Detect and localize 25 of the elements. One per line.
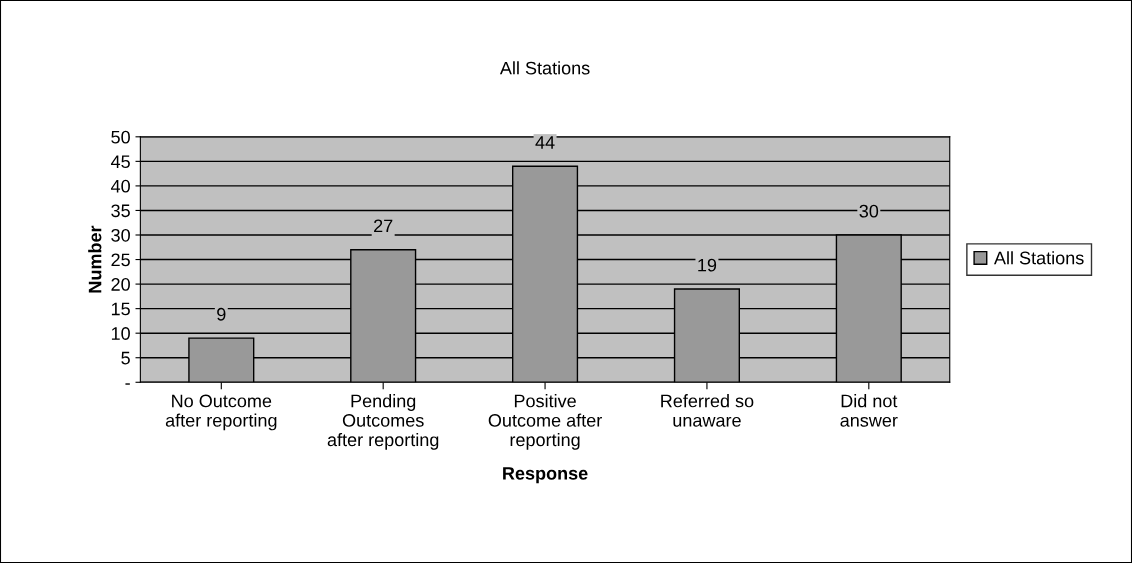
y-axis-title: Number <box>88 225 102 293</box>
data-label: 19 <box>698 258 717 272</box>
y-tick-label: 45 <box>110 155 130 169</box>
data-label: 30 <box>859 204 879 218</box>
y-tick-label: 5 <box>121 351 130 365</box>
y-tick-label: 35 <box>111 204 130 218</box>
y-tick-label: 30 <box>111 228 130 242</box>
y-tick-label: 40 <box>110 179 130 193</box>
y-tick-label: - <box>125 383 130 385</box>
x-tick-label: Pending Outcomes after reporting <box>327 394 439 450</box>
x-tick-label: Positive Outcome after reporting <box>488 394 602 450</box>
data-label: 44 <box>535 136 555 149</box>
chart-title: All Stations <box>499 61 590 75</box>
y-tick-label: 25 <box>111 253 130 267</box>
x-tick-label: No Outcome after reporting <box>165 394 277 431</box>
x-tick-label: Referred so unaware <box>661 394 754 427</box>
legend-label: All Stations <box>993 251 1084 265</box>
x-tick-label: Did not answer <box>840 394 898 427</box>
x-axis-title: Response <box>503 467 588 484</box>
y-tick-label: 20 <box>111 278 130 291</box>
data-label: 9 <box>217 307 226 321</box>
data-label: 27 <box>374 219 393 233</box>
y-tick-label: 15 <box>111 302 130 316</box>
y-tick-label: 50 <box>111 130 130 144</box>
y-tick-label: 10 <box>111 327 130 340</box>
